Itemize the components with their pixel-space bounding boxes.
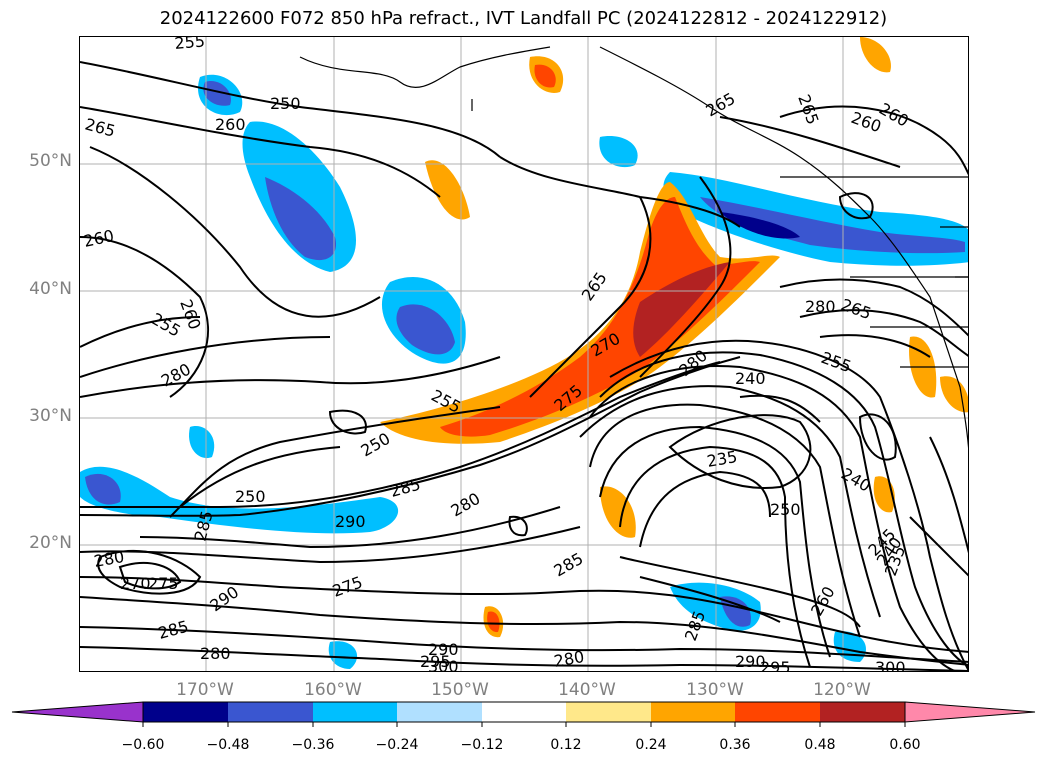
shade-pos-6: [633, 262, 730, 357]
lat-label-20n: 20°N: [29, 533, 72, 553]
contour-label: 300: [875, 658, 906, 672]
contour-label: 285: [156, 617, 190, 643]
contour-label: 235: [705, 447, 738, 471]
lat-label-40n: 40°N: [29, 279, 72, 299]
lon-label-130w: 130°W: [686, 680, 744, 700]
contour-label: 255: [174, 37, 206, 53]
shade-neg-12: [85, 473, 121, 505]
contour-label: 275: [148, 574, 179, 593]
contour-label: 280: [552, 647, 585, 671]
map-title: 2024122600 F072 850 hPa refract., IVT La…: [159, 8, 888, 29]
contour-label: 285: [551, 549, 587, 581]
contour-label: 250: [770, 500, 801, 519]
shade-neg-6: [396, 304, 455, 355]
lon-label-120w: 120°W: [813, 680, 871, 700]
contour-label: 270: [120, 574, 151, 593]
contour-label: 280: [200, 644, 231, 663]
graticule: [80, 37, 968, 671]
contour-label: 265: [794, 92, 822, 127]
colorbar-tick: −0.48: [206, 737, 250, 753]
contour-label: 285: [681, 608, 709, 643]
shade-neg-7: [599, 136, 638, 168]
shade-pos-9: [487, 611, 500, 633]
colorbar-segment: [482, 702, 566, 722]
contour-label: 250: [270, 94, 301, 113]
colorbar-segment: [143, 702, 228, 722]
colorbar-tick: −0.24: [375, 737, 419, 753]
colorbar-segment: [820, 702, 905, 722]
shade-neg-4: [265, 177, 336, 261]
contour-label: 255: [148, 309, 184, 341]
contour-label: 260: [807, 583, 839, 619]
shade-neg-14: [720, 596, 751, 627]
shade-pos-11: [940, 376, 968, 413]
shade-neg-2: [203, 81, 231, 106]
colorbar-segment: [313, 702, 397, 722]
colorbar-tick: 0.60: [889, 737, 921, 753]
lon-label-150w: 150°W: [431, 680, 489, 700]
colorbar-segment: [735, 702, 820, 722]
colorbar-tick: −0.36: [291, 737, 335, 753]
colorbar-tick: 0.36: [719, 737, 751, 753]
colorbar-tick: 0.48: [804, 737, 836, 753]
contour-label: 240: [735, 369, 766, 388]
contour-label: 295: [760, 658, 791, 672]
colorbar-extend-low: [11, 701, 144, 723]
contour-label: 265: [578, 268, 611, 304]
refractivity-contours: [80, 61, 968, 671]
colorbar-tick: −0.12: [460, 737, 504, 753]
colorbar-tick: 0.24: [635, 737, 667, 753]
colorbar-segment: [228, 702, 313, 722]
contour-label: 265: [839, 295, 874, 323]
contour-label: 280: [448, 489, 484, 521]
contour-label: 275: [330, 572, 365, 600]
contour-label: 265: [83, 115, 117, 141]
shade-neg-10: [720, 212, 800, 239]
shade-neg-16: [328, 641, 358, 669]
lat-label-50n: 50°N: [29, 151, 72, 171]
coastline: [299, 46, 968, 449]
contour-label: 280: [805, 297, 836, 316]
colorbar-tick: 0.12: [550, 737, 582, 753]
shade-neg-11: [80, 466, 399, 534]
shade-pos-5: [440, 197, 760, 437]
contour-label: 290: [428, 640, 459, 659]
contour-label: 290: [206, 582, 242, 615]
shade-neg-9: [700, 197, 965, 254]
contour-label: 300: [428, 657, 459, 672]
map-canvas: 255 250 260 265 265 265 260 260 260 255 …: [80, 37, 968, 672]
map-panel: 255 250 260 265 265 265 260 260 260 255 …: [79, 36, 969, 672]
colorbar-segment: [651, 702, 735, 722]
contour-label: 285: [388, 475, 422, 501]
colorbar: [11, 701, 1036, 727]
shade-pos-2: [534, 64, 556, 88]
lon-label-140w: 140°W: [558, 680, 616, 700]
contour-label: 265: [703, 89, 739, 121]
contour-label: 260: [82, 226, 116, 251]
colorbar-segment: [566, 702, 651, 722]
lon-label-170w: 170°W: [176, 680, 234, 700]
contour-label: 280: [158, 359, 194, 390]
contour-label: 290: [335, 512, 366, 531]
colorbar-extend-high: [904, 701, 1036, 723]
contour-label: 260: [876, 99, 912, 131]
colorbar-segment: [397, 702, 482, 722]
lat-label-30n: 30°N: [29, 406, 72, 426]
contour-label: 290: [735, 652, 766, 671]
contour-label: 295: [420, 652, 451, 671]
contour-label: 255: [819, 348, 854, 376]
shade-pos-13: [860, 37, 891, 73]
lon-label-160w: 160°W: [304, 680, 362, 700]
shade-pos-3: [425, 160, 470, 220]
shade-pos-7: [600, 486, 636, 538]
shade-neg-15: [189, 426, 215, 459]
colorbar-tick: −0.60: [121, 737, 165, 753]
contour-label: 260: [215, 115, 246, 134]
contour-label: 250: [235, 487, 266, 506]
